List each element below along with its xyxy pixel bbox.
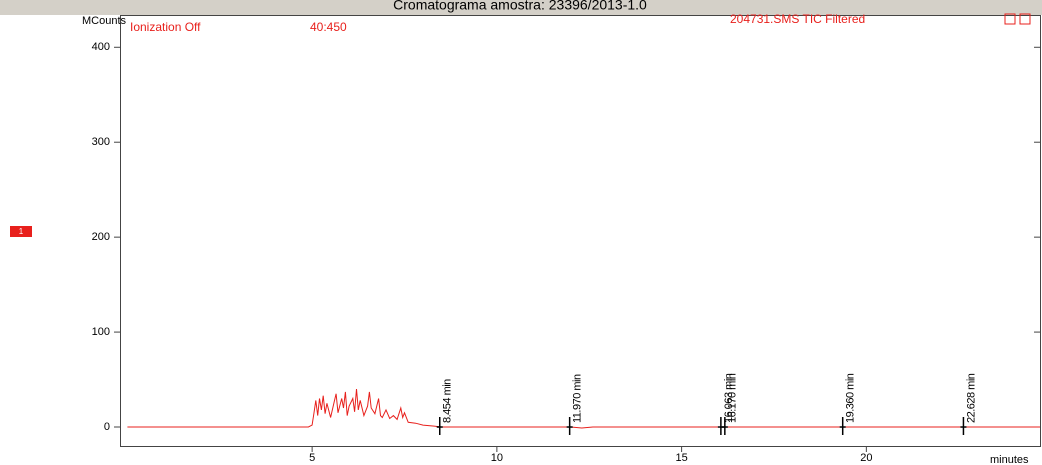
y-tick-label: 300	[92, 136, 110, 148]
x-tick-label: 20	[860, 452, 872, 464]
x-tick-label: 5	[309, 452, 315, 464]
status-label: Ionization Off	[130, 20, 201, 34]
close-icon[interactable]	[1019, 13, 1031, 25]
x-tick-label: 10	[491, 452, 503, 464]
segment-box	[10, 226, 32, 237]
window-icon[interactable]	[1004, 13, 1016, 25]
x-axis-label: minutes	[990, 454, 1029, 465]
y-tick-label: 400	[92, 41, 110, 53]
y-axis-label: MCounts	[82, 15, 127, 27]
title-bar	[0, 0, 1042, 15]
x-tick-label: 15	[675, 452, 687, 464]
y-tick-label: 0	[104, 421, 110, 433]
segment-marker: 1	[19, 227, 24, 236]
peak-label: 19.360 min	[845, 373, 857, 423]
trace-line	[127, 388, 1040, 429]
peak-label: 8.454 min	[442, 379, 454, 423]
chart-title: Cromatograma amostra: 23396/2013-1.0	[393, 0, 647, 13]
mass-range-label: 40:450	[310, 20, 347, 34]
peak-label: 11.970 min	[572, 374, 584, 423]
peak-label: 16.170 min	[727, 373, 739, 423]
plot-frame	[120, 15, 1041, 447]
y-tick-label: 200	[92, 231, 110, 243]
peak-label: 22.628 min	[965, 373, 977, 423]
y-tick-label: 100	[92, 326, 110, 338]
peak-label: 16.063 min	[723, 373, 735, 423]
trace-name: 204731.SMS TIC Filtered	[730, 12, 865, 26]
